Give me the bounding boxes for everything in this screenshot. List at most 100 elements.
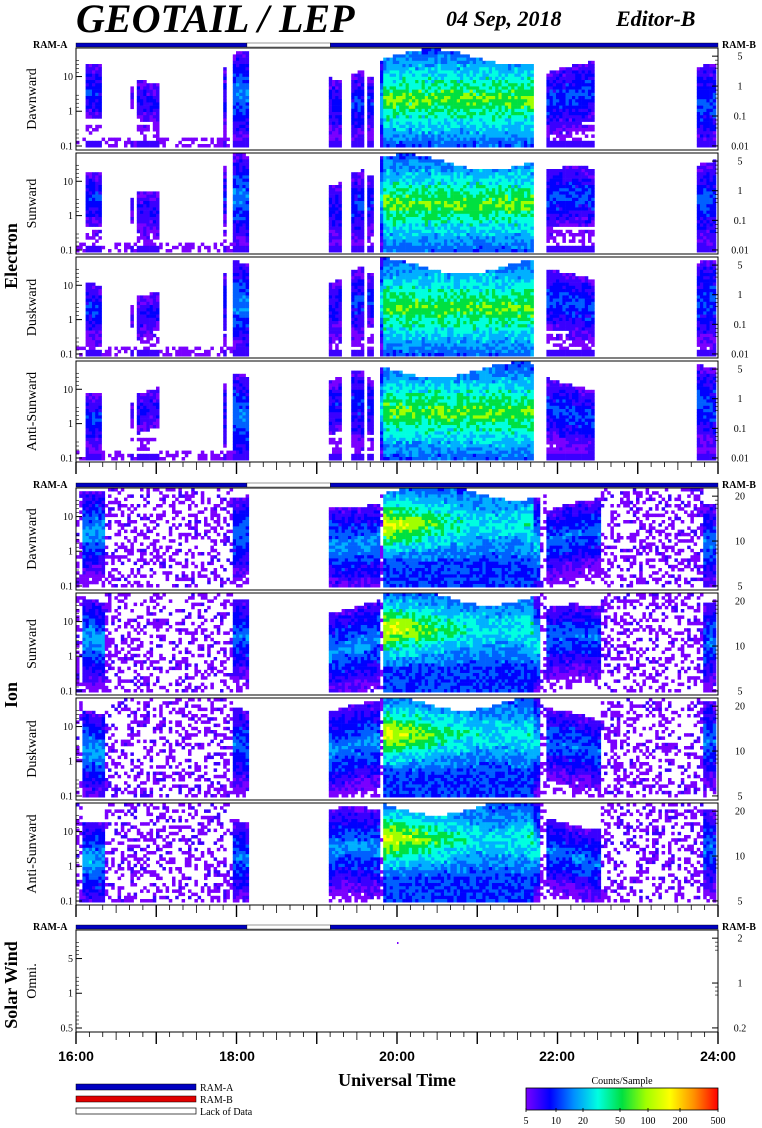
spectrogram-cell bbox=[479, 239, 483, 243]
spectrogram-cell bbox=[508, 239, 512, 243]
spectrogram-cell bbox=[470, 83, 474, 87]
spectrogram-cell bbox=[508, 64, 512, 68]
spectrogram-cell bbox=[466, 86, 470, 90]
spectrogram-cell bbox=[460, 201, 464, 205]
spectrogram-cell bbox=[457, 67, 461, 71]
spectrogram-cell bbox=[482, 188, 486, 192]
spectrogram-cell bbox=[233, 233, 237, 237]
spectrogram-cell bbox=[466, 175, 470, 179]
spectrogram-cell bbox=[508, 134, 512, 138]
spectrogram-cell bbox=[706, 115, 710, 119]
spectrogram-cell bbox=[492, 99, 496, 103]
spectrogram-cell bbox=[482, 128, 486, 132]
spectrogram-cell bbox=[236, 109, 240, 113]
spectrogram-cell bbox=[575, 77, 579, 81]
spectrogram-cell bbox=[524, 239, 528, 243]
spectrogram-cell bbox=[383, 106, 387, 110]
spectrogram-cell bbox=[489, 198, 493, 202]
spectrogram-cell bbox=[431, 236, 435, 240]
spectrogram-cell bbox=[92, 106, 96, 110]
spectrogram-cell bbox=[380, 169, 384, 173]
spectrogram-cell bbox=[530, 243, 534, 247]
spectrogram-cell bbox=[447, 214, 451, 218]
spectrogram-cell bbox=[466, 67, 470, 71]
spectrogram-cell bbox=[370, 220, 374, 224]
spectrogram-cell bbox=[98, 204, 102, 208]
spectrogram-cell bbox=[153, 246, 157, 250]
spectrogram-cell bbox=[482, 112, 486, 116]
spectrogram-cell bbox=[332, 211, 336, 215]
spectrogram-cell bbox=[527, 166, 531, 170]
spectrogram-cell bbox=[706, 138, 710, 142]
spectrogram-cell bbox=[444, 83, 448, 87]
spectrogram-cell bbox=[399, 172, 403, 176]
spectrogram-cell bbox=[415, 179, 419, 183]
spectrogram-cell bbox=[156, 233, 160, 237]
spectrogram-cell bbox=[332, 207, 336, 211]
spectrogram-cell bbox=[495, 198, 499, 202]
spectrogram-cell bbox=[572, 179, 576, 183]
spectrogram-cell bbox=[444, 141, 448, 145]
spectrogram-cell bbox=[143, 141, 147, 145]
spectrogram-cell bbox=[460, 223, 464, 227]
spectrogram-cell bbox=[415, 86, 419, 90]
spectrogram-cell bbox=[425, 125, 429, 129]
spectrogram-cell bbox=[486, 93, 490, 97]
spectrogram-cell bbox=[556, 112, 560, 116]
spectrogram-cell bbox=[396, 61, 400, 65]
spectrogram-cell bbox=[153, 122, 157, 126]
spectrogram-cell bbox=[354, 246, 358, 250]
spectrogram-cell bbox=[143, 220, 147, 224]
spectrogram-cell bbox=[415, 175, 419, 179]
spectrogram-cell bbox=[578, 220, 582, 224]
spectrogram-cell bbox=[89, 179, 93, 183]
spectrogram-cell bbox=[470, 239, 474, 243]
spectrogram-cell bbox=[585, 67, 589, 71]
spectrogram-cell bbox=[559, 175, 563, 179]
spectrogram-cell bbox=[498, 169, 502, 173]
spectrogram-cell bbox=[431, 201, 435, 205]
spectrogram-cell bbox=[412, 191, 416, 195]
spectrogram-cell bbox=[486, 185, 490, 189]
spectrogram-cell bbox=[486, 195, 490, 199]
spectrogram-cell bbox=[530, 112, 534, 116]
spectrogram-cell bbox=[425, 233, 429, 237]
spectrogram-cell bbox=[351, 118, 355, 122]
spectrogram-cell bbox=[95, 223, 99, 227]
spectrogram-cell bbox=[518, 86, 522, 90]
spectrogram-cell bbox=[697, 125, 701, 129]
spectrogram-cell bbox=[418, 169, 422, 173]
spectrogram-cell bbox=[569, 90, 573, 94]
spectrogram-cell bbox=[498, 179, 502, 183]
spectrogram-cell bbox=[553, 217, 557, 221]
spectrogram-cell bbox=[153, 204, 157, 208]
spectrogram-cell bbox=[444, 163, 448, 167]
spectrogram-cell bbox=[150, 115, 154, 119]
spectrogram-cell bbox=[713, 67, 717, 71]
spectrogram-cell bbox=[399, 144, 403, 148]
spectrogram-cell bbox=[460, 106, 464, 110]
spectrogram-cell bbox=[470, 61, 474, 65]
spectrogram-cell bbox=[332, 204, 336, 208]
spectrogram-cell bbox=[476, 134, 480, 138]
spectrogram-cell bbox=[367, 128, 371, 132]
spectrogram-cell bbox=[492, 179, 496, 183]
spectrogram-cell bbox=[351, 125, 355, 129]
spectrogram-cell bbox=[713, 122, 717, 126]
spectrogram-cell bbox=[444, 70, 448, 74]
spectrogram-cell bbox=[130, 90, 134, 94]
spectrogram-cell bbox=[380, 144, 384, 148]
spectrogram-cell bbox=[242, 163, 246, 167]
spectrogram-cell bbox=[441, 172, 445, 176]
spectrogram-cell bbox=[399, 246, 403, 250]
spectrogram-cell bbox=[402, 128, 406, 132]
spectrogram-cell bbox=[390, 122, 394, 126]
spectrogram-cell bbox=[412, 51, 416, 55]
spectrogram-cell bbox=[351, 227, 355, 231]
spectrogram-cell bbox=[492, 249, 496, 253]
spectrogram-cell bbox=[505, 230, 509, 234]
spectrogram-cell bbox=[502, 179, 506, 183]
spectrogram-cell bbox=[422, 217, 426, 221]
spectrogram-cell bbox=[502, 236, 506, 240]
spectrogram-cell bbox=[479, 144, 483, 148]
